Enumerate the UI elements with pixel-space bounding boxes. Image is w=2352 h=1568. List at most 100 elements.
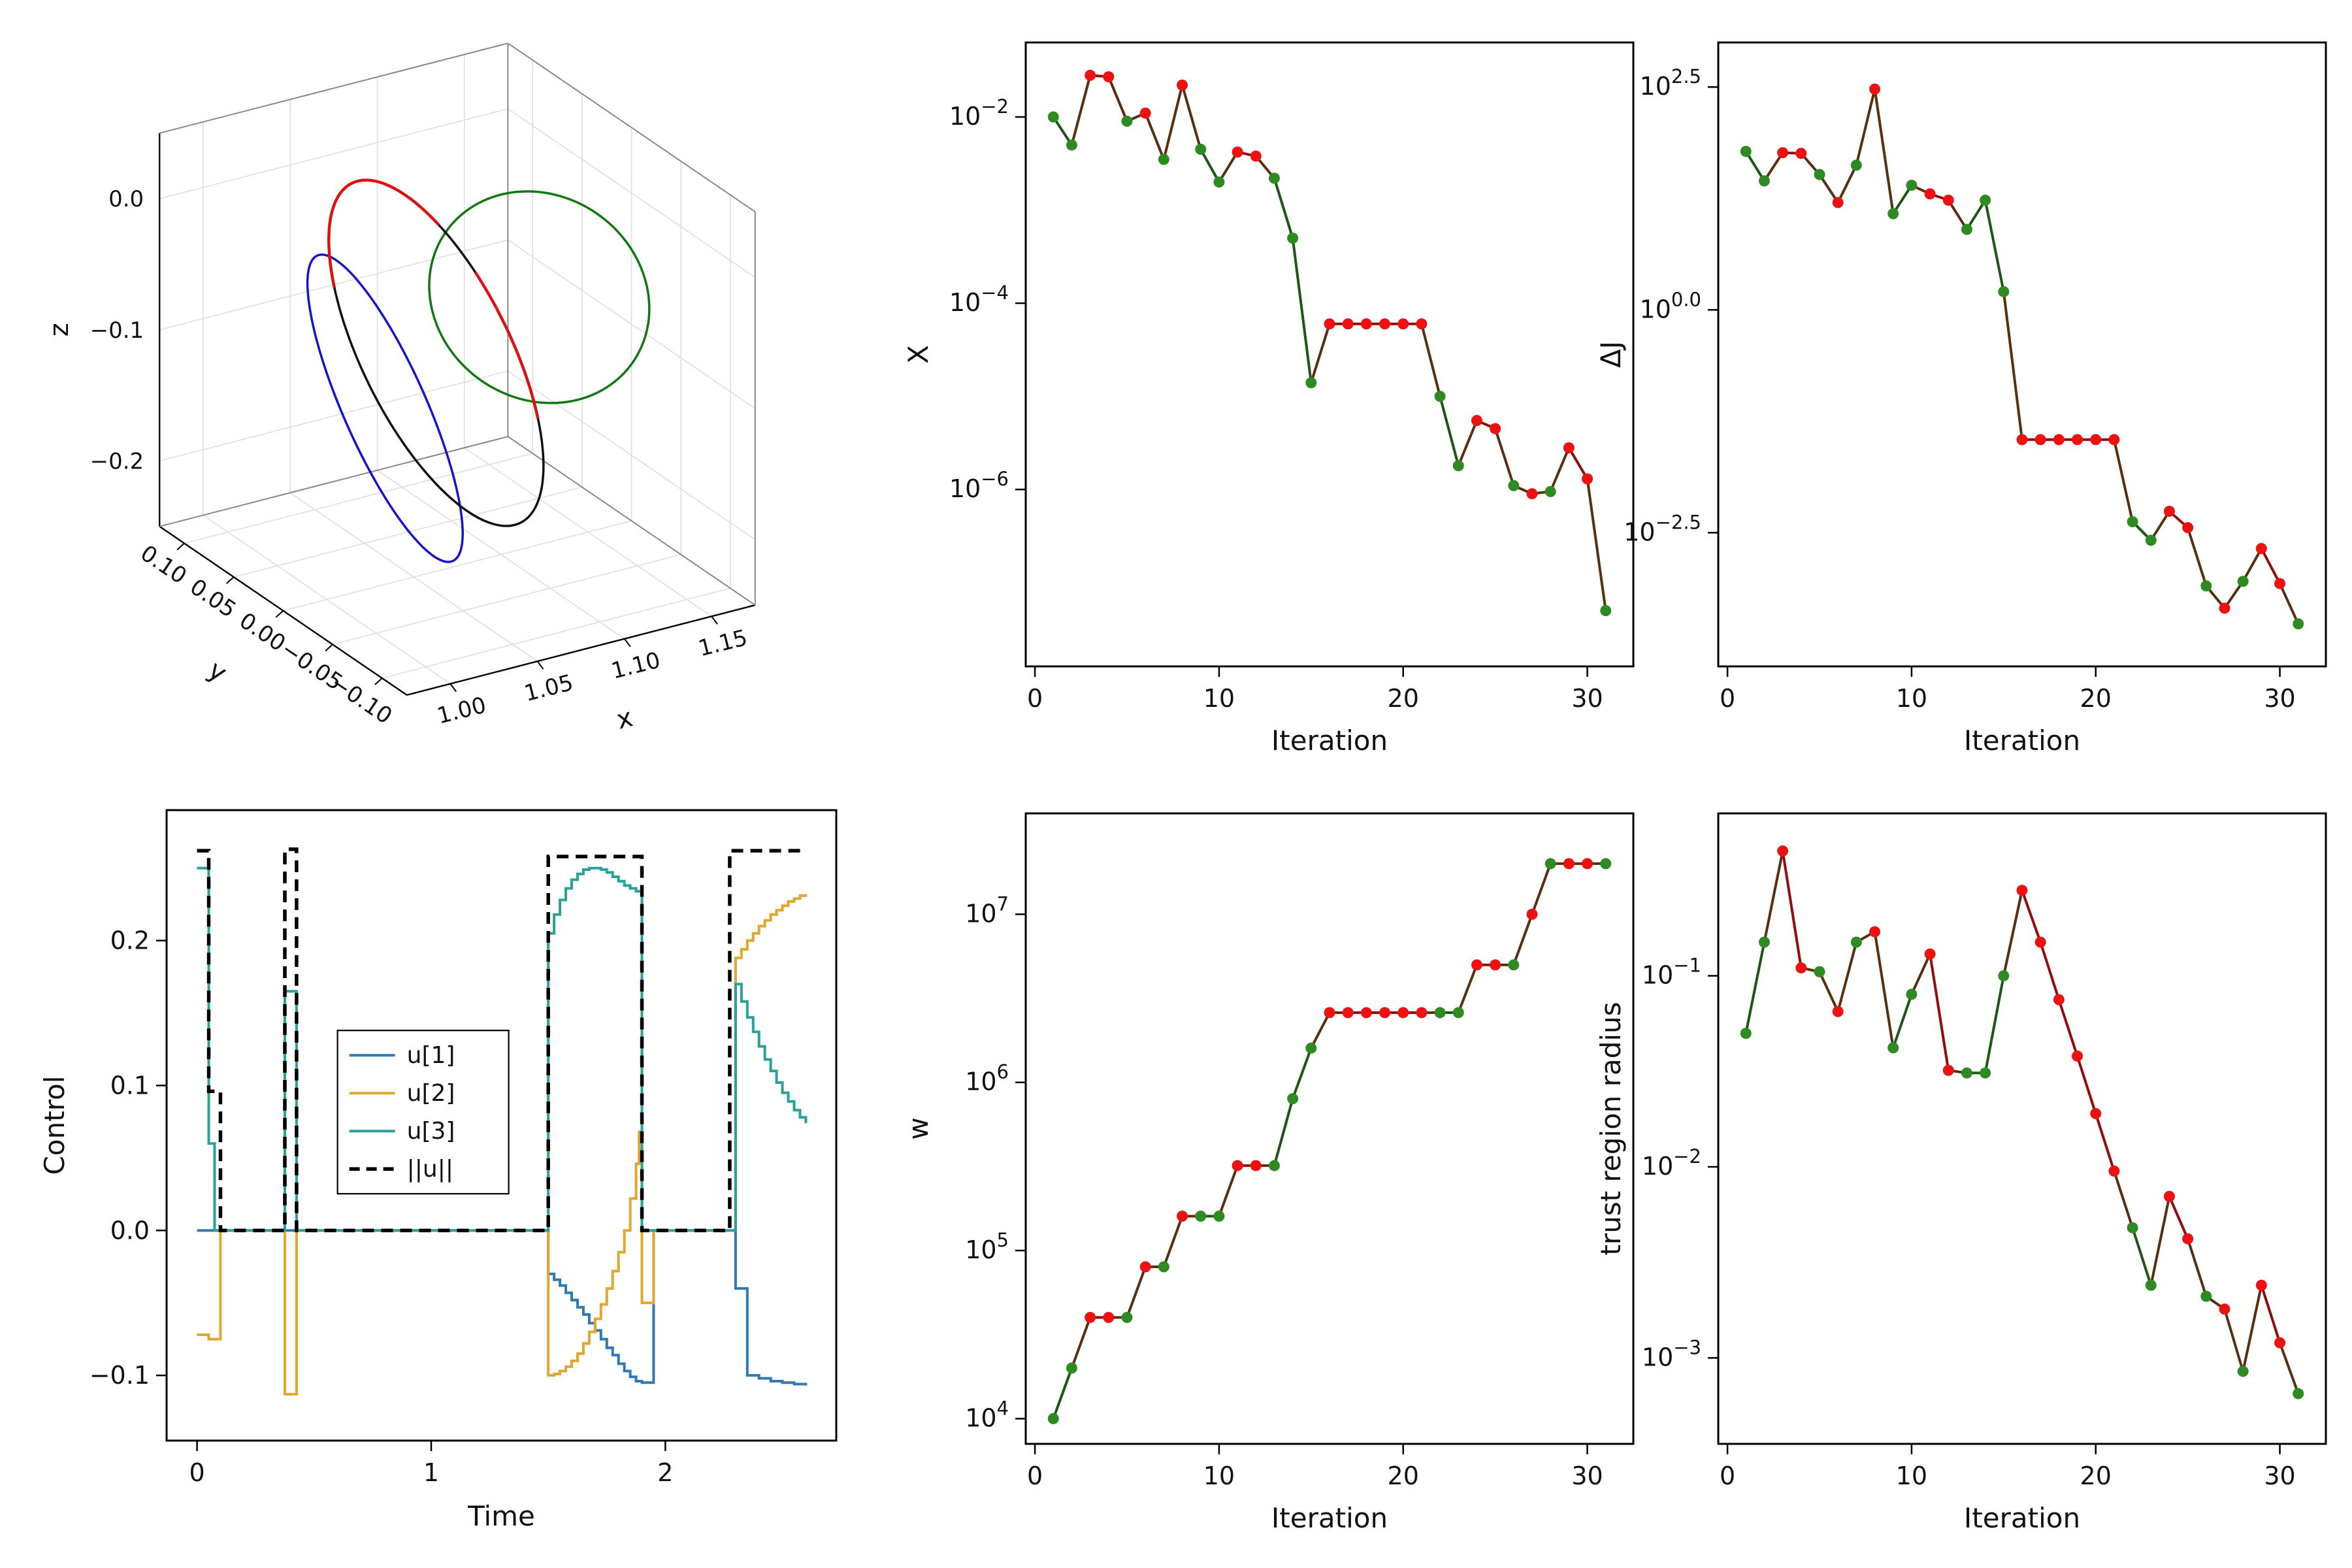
- rejected-iteration-marker: [1085, 1311, 1096, 1323]
- rejected-iteration-marker: [1177, 79, 1188, 91]
- chart-3d-trajectories: 1.00 1.05 1.10 1.15 0.10 0.05 0.00 −0.05 −0.10 0.…: [26, 13, 862, 774]
- accepted-iteration-marker: [1887, 208, 1899, 220]
- accepted-iteration-marker: [1980, 194, 1991, 206]
- x-tick-label: 1.05: [521, 670, 576, 707]
- series-line: [1744, 88, 2300, 625]
- y-tick-label: 0.05: [185, 574, 240, 623]
- rejected-iteration-marker: [1563, 442, 1575, 453]
- rejected-iteration-marker: [2053, 994, 2065, 1005]
- y-tick-label: 0.10: [136, 540, 191, 589]
- accepted-iteration-marker: [1121, 1311, 1133, 1323]
- accepted-iteration-marker: [1452, 1007, 1464, 1019]
- rejected-iteration-marker: [1582, 473, 1593, 485]
- rejected-iteration-marker: [1232, 1160, 1243, 1171]
- rejected-iteration-marker: [1526, 488, 1538, 500]
- accepted-iteration-marker: [2145, 534, 2157, 546]
- rejected-iteration-marker: [2274, 578, 2286, 589]
- axes: [1717, 812, 2327, 1445]
- rejected-iteration-marker: [1324, 1007, 1335, 1019]
- x-tick-label: 20: [2080, 1462, 2112, 1490]
- y-axis-label: y: [203, 655, 232, 688]
- x-tick-label: 0: [1027, 1462, 1043, 1490]
- grid-panes: [159, 54, 756, 685]
- y-tick-label: 107: [965, 892, 1009, 928]
- x-tick-label: 20: [1388, 1462, 1419, 1490]
- weight-plot: 0 10 20 30 104 105 106 107 Iteration w: [902, 812, 1635, 1534]
- y-tick-label: 10−2.5: [1624, 511, 1701, 546]
- accepted-iteration-marker: [1998, 970, 2010, 982]
- accepted-iteration-marker: [1121, 116, 1133, 127]
- x-tick-label: 0: [1027, 684, 1043, 713]
- y-axis-ticks: 10−1 10−2 10−3: [1642, 955, 1718, 1371]
- thrust-arc-1: [327, 178, 440, 288]
- accepted-iteration-marker: [1850, 159, 1862, 171]
- accepted-iteration-marker: [1961, 1067, 1972, 1079]
- accepted-iteration-marker: [1213, 176, 1225, 188]
- rejected-iteration-marker: [1379, 1007, 1391, 1019]
- rejected-iteration-marker: [2053, 434, 2065, 446]
- series-u3: [197, 866, 808, 1232]
- accepted-iteration-marker: [1998, 286, 2010, 297]
- rejected-iteration-marker: [1139, 1261, 1151, 1273]
- y-axis-label: X: [902, 345, 934, 364]
- y-tick-label: 100.0: [1640, 288, 1701, 323]
- x-tick-label: 0: [1720, 684, 1735, 713]
- z-tick-label: −0.2: [90, 448, 144, 474]
- rejected-iteration-marker: [2072, 434, 2083, 446]
- y-axis-ticks: −0.1 0.0 0.1 0.2: [90, 926, 167, 1390]
- x-tick-label: 10: [1896, 684, 1927, 713]
- y-tick-label: 10−4: [949, 282, 1009, 317]
- rejected-iteration-marker: [1832, 197, 1844, 208]
- rejected-iteration-marker: [1942, 194, 1954, 206]
- y-axis-ticks: 10−2 10−4 10−6: [949, 95, 1026, 503]
- rejected-iteration-marker: [2163, 1190, 2175, 1202]
- rejected-iteration-marker: [2034, 936, 2046, 948]
- y-axis-label: ΔJ: [1595, 341, 1627, 368]
- accepted-iteration-marker: [2200, 580, 2212, 592]
- x-tick-label: 1.15: [696, 625, 750, 662]
- accepted-iteration-marker: [1740, 146, 1752, 157]
- accepted-iteration-marker: [1452, 460, 1464, 472]
- rejected-iteration-marker: [2163, 506, 2175, 517]
- rejected-iteration-marker: [2255, 543, 2267, 555]
- accepted-iteration-marker: [1906, 988, 1918, 1000]
- accepted-iteration-marker: [1758, 936, 1770, 948]
- series-line: [1052, 74, 1607, 611]
- y-axis-ticks: 104 105 106 107: [965, 892, 1026, 1432]
- y-tick-label: 104: [965, 1397, 1009, 1432]
- x-tick-label: 0: [189, 1458, 204, 1487]
- accepted-iteration-marker: [1814, 966, 1825, 977]
- y-tick-label: 102.5: [1640, 65, 1701, 101]
- accepted-iteration-marker: [1887, 1042, 1899, 1054]
- series-unorm: [197, 847, 806, 1233]
- legend-label-u1: u[1]: [407, 1042, 455, 1069]
- rejected-iteration-marker: [1795, 962, 1807, 973]
- y-tick-label: 105: [965, 1229, 1009, 1264]
- chart-defect-convergence: 0 10 20 30 10−2 10−4 10−6 Iteration X: [895, 13, 1653, 780]
- series-u2: [197, 894, 808, 1396]
- accepted-iteration-marker: [1305, 1042, 1317, 1054]
- x-tick-label: 30: [2264, 1462, 2295, 1490]
- rejected-iteration-marker: [1942, 1064, 1954, 1076]
- orbit-curves: [306, 178, 651, 563]
- rejected-iteration-marker: [1869, 83, 1881, 95]
- legend-label-u3: u[3]: [407, 1118, 455, 1145]
- x-tick-label: 1.00: [434, 692, 489, 729]
- series-line: [1744, 851, 2300, 1394]
- accepted-iteration-marker: [1158, 1261, 1169, 1273]
- x-tick-label: 30: [1571, 684, 1603, 713]
- chart-penalty-weight: 0 10 20 30 104 105 106 107 Iteration w: [895, 784, 1653, 1558]
- rejected-iteration-marker: [1471, 959, 1482, 971]
- accepted-iteration-marker: [2127, 1222, 2138, 1233]
- accepted-iteration-marker: [1195, 143, 1207, 155]
- x-axis-label: x: [613, 702, 636, 735]
- x-axis-ticks: 0 10 20 30: [1027, 1444, 1603, 1490]
- accepted-iteration-marker: [1544, 858, 1556, 870]
- rejected-iteration-marker: [1342, 1007, 1354, 1019]
- accepted-iteration-marker: [1600, 605, 1612, 617]
- accepted-iteration-marker: [1158, 154, 1169, 165]
- x-tick-label: 20: [1388, 684, 1419, 713]
- accepted-iteration-marker: [1434, 391, 1446, 402]
- accepted-iteration-marker: [2145, 1279, 2157, 1291]
- series-markers: [1047, 69, 1612, 617]
